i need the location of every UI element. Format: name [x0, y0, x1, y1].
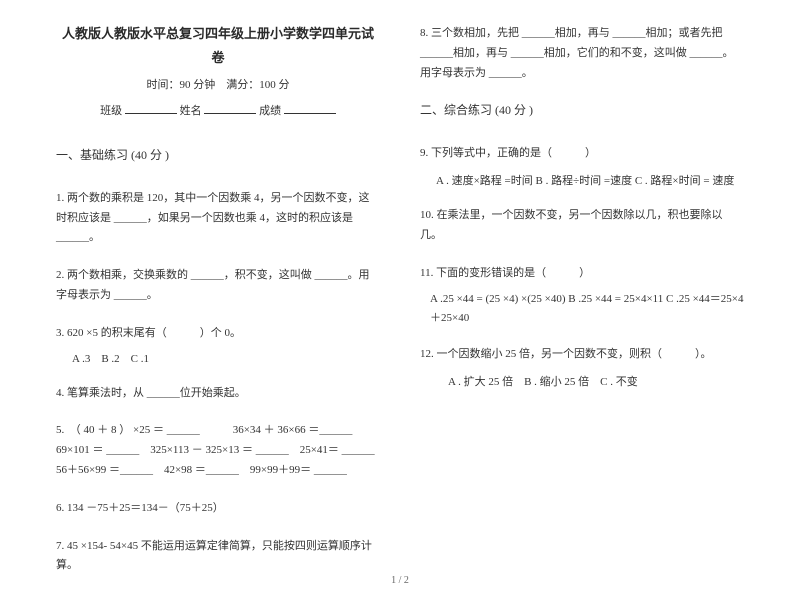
q12-opts: A . 扩大 25 倍 B . 缩小 25 倍 C . 不变	[448, 373, 744, 389]
q9-opts: A . 速度×路程 =时间 B . 路程÷时间 =速度 C . 路程×时间 = …	[436, 172, 744, 188]
q11-opts: A .25 ×44 = (25 ×4) ×(25 ×40) B .25 ×44 …	[430, 290, 744, 330]
q11: 11. 下面的变形错误的是（ ）	[420, 264, 744, 284]
q3: 3. 620 ×5 的积末尾有（ ）个 0。	[56, 324, 380, 344]
title-line1: 人教版人教版水平总复习四年级上册小学数学四单元试	[56, 24, 380, 45]
q10: 10. 在乘法里，一个因数不变，另一个因数除以几，积也要除以几。	[420, 206, 744, 246]
q12: 12. 一个因数缩小 25 倍，另一个因数不变，则积（ ）。	[420, 345, 744, 365]
q4: 4. 笔算乘法时，从 ______位开始乘起。	[56, 384, 380, 404]
class-blank	[125, 102, 177, 114]
q5: 5. （ 40 ＋ 8 ） ×25 ＝ ______ 36×34 ＋ 36×66…	[56, 421, 380, 480]
class-label: 班级	[100, 105, 122, 117]
score-label: 成绩	[259, 105, 281, 117]
time-score: 时间：90 分钟 满分：100 分	[56, 76, 380, 92]
section2-header: 二、综合练习 (40 分 )	[420, 101, 744, 118]
student-fields: 班级 姓名 成绩	[56, 102, 380, 118]
q7: 7. 45 ×154- 54×45 不能运用运算定律简算，只能按四则运算顺序计算…	[56, 537, 380, 577]
q8: 8. 三个数相加，先把 ______相加，再与 ______相加；或者先把___…	[420, 24, 744, 83]
page-footer: 1 / 2	[0, 575, 800, 586]
q2: 2. 两个数相乘，交换乘数的 ______，积不变，这叫做 ______。用字母…	[56, 266, 380, 306]
q1: 1. 两个数的乘积是 120，其中一个因数乘 4，另一个因数不变，这时积应该是 …	[56, 189, 380, 248]
section1-header: 一、基础练习 (40 分 )	[56, 146, 380, 163]
q9: 9. 下列等式中，正确的是（ ）	[420, 144, 744, 164]
q6: 6. 134 －75＋25＝134－（75＋25）	[56, 499, 380, 519]
score-blank	[284, 102, 336, 114]
title-line2: 卷	[56, 47, 380, 66]
name-blank	[204, 102, 256, 114]
name-label: 姓名	[180, 105, 202, 117]
exam-page: 人教版人教版水平总复习四年级上册小学数学四单元试 卷 时间：90 分钟 满分：1…	[0, 0, 800, 592]
q3-opts: A .3 B .2 C .1	[72, 350, 380, 366]
